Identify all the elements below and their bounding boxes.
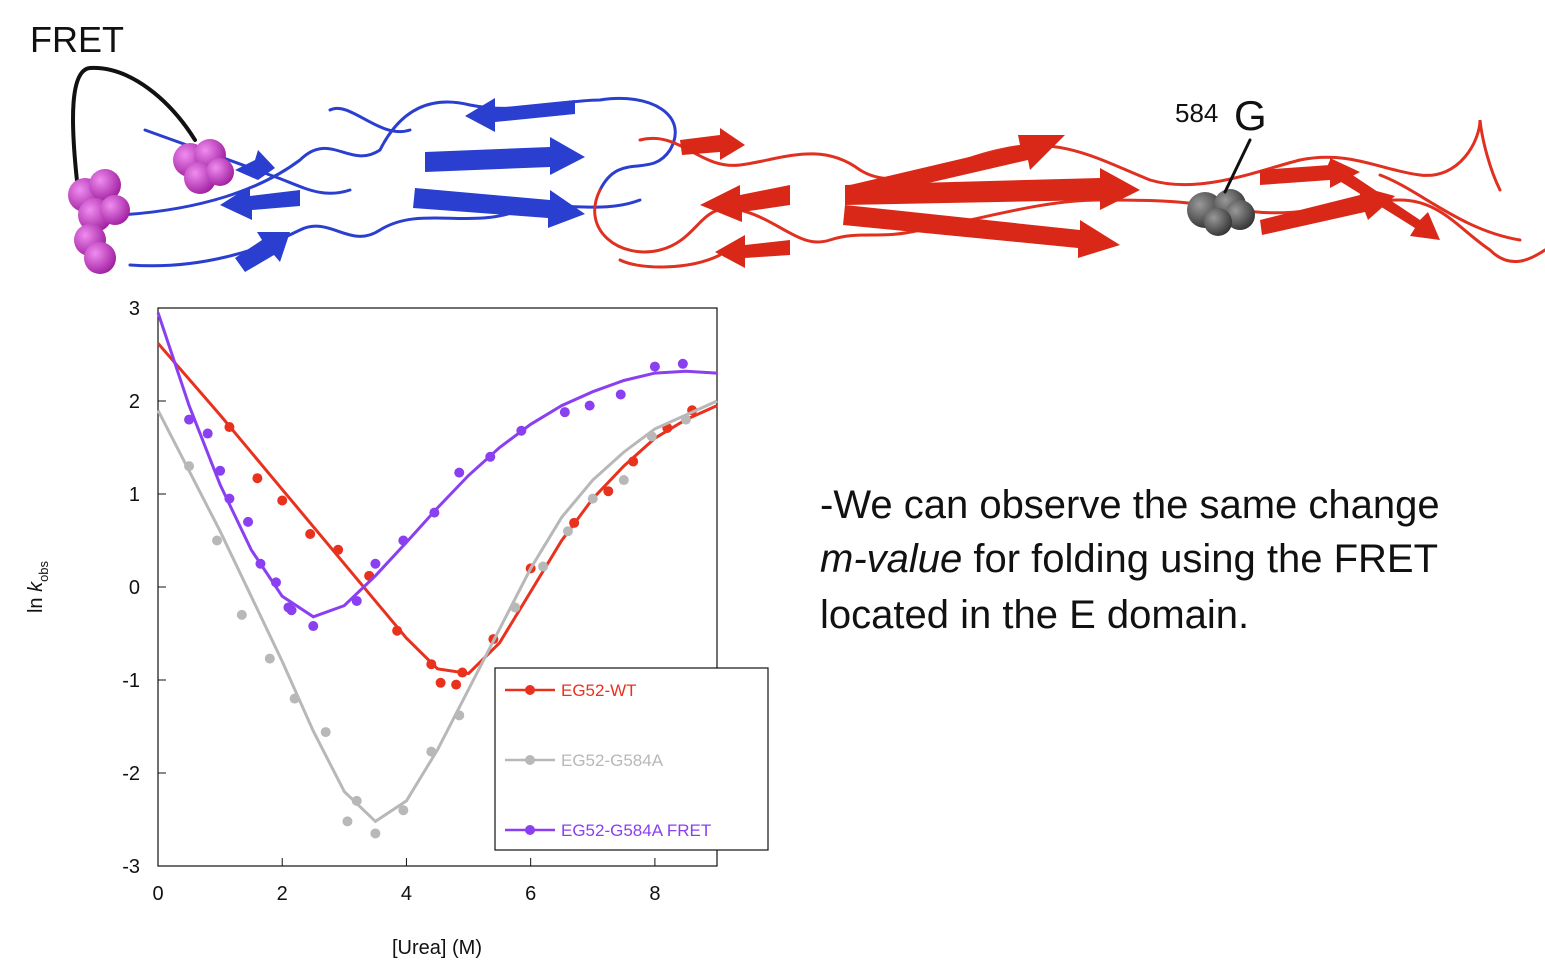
legend-label: EG52-WT [561,681,637,700]
data-point [287,605,297,615]
note-text: for folding using the FRET [962,537,1438,581]
data-point [255,559,265,569]
data-point [585,401,595,411]
x-tick-label: 2 [277,883,288,905]
residue-number: 584 [1175,98,1218,128]
data-point [616,389,626,399]
legend-label: EG52-G584A [561,751,664,770]
data-point [398,805,408,815]
data-point [650,362,660,372]
data-point [538,562,548,572]
data-point [457,668,467,678]
protein-structure [68,68,1545,274]
data-point [619,475,629,485]
data-point [184,461,194,471]
x-tick-label: 4 [401,883,412,905]
y-axis-label: ln kobs [25,560,51,613]
note-line: -We can observe the same change [820,483,1440,527]
legend-marker [525,685,535,695]
data-point [243,517,253,527]
data-point [560,407,570,417]
y-label-sub: obs [36,560,51,581]
fret-spheres [68,139,234,274]
data-point [224,422,234,432]
x-tick-label: 6 [525,883,536,905]
x-tick-label: 8 [649,883,660,905]
data-point [426,659,436,669]
fret-linker [73,68,195,190]
data-point [333,545,343,555]
data-point [485,452,495,462]
y-label-prefix: ln [25,592,47,613]
blue-strands [220,98,585,272]
data-point [454,710,464,720]
y-tick-label: -3 [122,856,140,878]
data-point [628,456,638,466]
data-point [370,559,380,569]
y-tick-label: 2 [129,391,140,413]
page: {"structure": {"fret_label": "FRET", "re… [0,0,1545,972]
legend-marker [525,755,535,765]
legend-marker [525,825,535,835]
data-point [681,415,691,425]
data-point [516,426,526,436]
note-italic: m-value [820,537,962,581]
chart: [Urea] (M) ln kobs 0 2 4 6 8 -3 -2 -1 0 1 2 3 EG52-W… [25,298,768,959]
data-point [308,621,318,631]
y-tick-label: -1 [122,670,140,692]
y-tick-label: 0 [129,577,140,599]
data-point [370,828,380,838]
note-line: m-value for folding using the FRET [820,537,1438,581]
data-point [678,359,688,369]
data-point [510,602,520,612]
y-tick-label: -2 [122,763,140,785]
data-point [436,678,446,688]
data-point [352,596,362,606]
data-point [184,415,194,425]
data-point [426,747,436,757]
y-tick-label: 3 [129,298,140,320]
data-point [321,727,331,737]
x-axis-label: [Urea] (M) [392,937,482,959]
data-point [265,654,275,664]
data-point [224,494,234,504]
data-point [392,626,402,636]
data-point [352,796,362,806]
data-point [647,431,657,441]
data-point [215,466,225,476]
fret-label: FRET [30,19,124,60]
data-point [429,508,439,518]
data-point [569,518,579,528]
data-point [342,816,352,826]
legend-label: EG52-G584A FRET [561,821,711,840]
data-point [212,536,222,546]
g584-pointer [1225,140,1250,192]
y-tick-label: 1 [129,484,140,506]
data-point [252,473,262,483]
data-point [563,526,573,536]
slide: FRET 584 G -We can observe the same chan… [0,0,1545,972]
data-point [451,680,461,690]
data-point [398,536,408,546]
data-point [277,496,287,506]
data-point [588,494,598,504]
data-point [603,486,613,496]
data-point [305,529,315,539]
data-point [237,610,247,620]
data-point [290,694,300,704]
data-point [454,468,464,478]
g584-spheres [1187,189,1255,236]
note-line: located in the E domain. [820,593,1249,637]
data-point [271,577,281,587]
x-tick-label: 0 [152,883,163,905]
data-point [203,429,213,439]
residue-label: G [1234,92,1267,139]
